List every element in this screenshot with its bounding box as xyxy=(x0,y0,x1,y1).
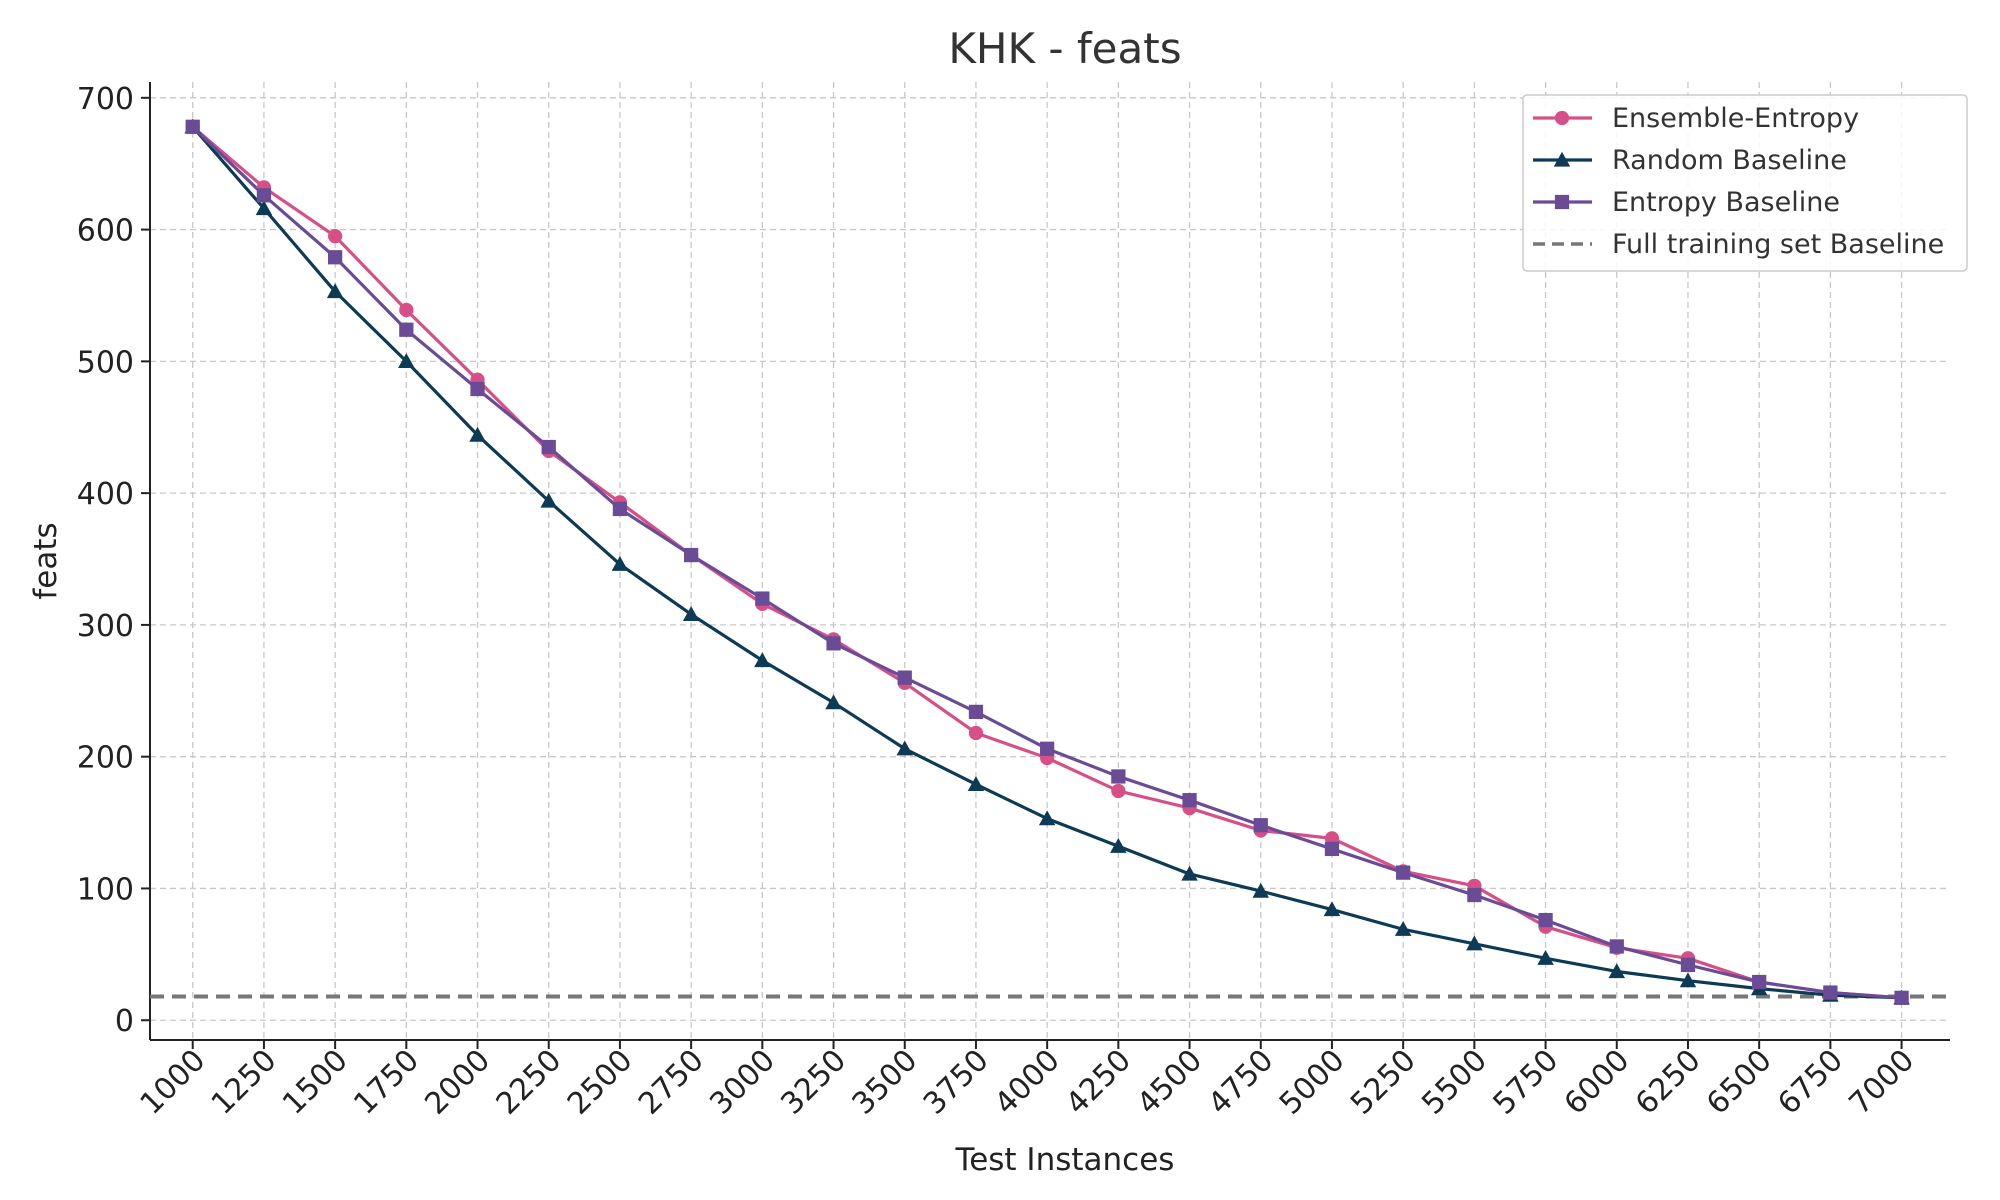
legend-label: Ensemble-Entropy xyxy=(1612,103,1859,134)
data-point-entropy-baseline xyxy=(1680,957,1696,973)
data-point-random-baseline xyxy=(469,426,486,442)
data-point-entropy-baseline xyxy=(1040,741,1055,756)
x-axis-label: Test Instances xyxy=(955,1142,1175,1178)
data-point-random-baseline xyxy=(1110,838,1127,853)
data-point-random-baseline xyxy=(326,283,344,299)
data-point-random-baseline xyxy=(611,556,629,571)
y-tick-label: 100 xyxy=(77,872,134,907)
data-point-entropy-baseline xyxy=(1823,985,1838,1000)
data-point-entropy-baseline xyxy=(755,591,770,606)
y-tick-label: 0 xyxy=(115,1004,134,1039)
legend-item-random-baseline: Random Baseline xyxy=(1533,145,1847,176)
legend-item-ensemble-entropy: Ensemble-Entropy xyxy=(1533,103,1859,134)
data-point-random-baseline xyxy=(398,353,415,368)
legend-swatch-marker xyxy=(1553,151,1571,167)
data-point-entropy-baseline xyxy=(399,322,414,337)
data-point-random-baseline xyxy=(1394,921,1412,936)
data-point-entropy-baseline xyxy=(185,119,200,134)
data-point-entropy-baseline xyxy=(897,670,912,685)
y-axis-label: feats xyxy=(28,522,64,599)
data-point-random-baseline xyxy=(1537,950,1554,965)
y-tick-label: 500 xyxy=(77,345,134,380)
data-point-entropy-baseline xyxy=(826,636,841,651)
legend-item-entropy-baseline: Entropy Baseline xyxy=(1533,187,1840,218)
series-markers xyxy=(184,118,1910,1005)
data-point-entropy-baseline xyxy=(1253,818,1268,833)
data-point-entropy-baseline xyxy=(256,188,272,203)
data-point-entropy-baseline xyxy=(684,547,699,563)
legend-label: Entropy Baseline xyxy=(1612,187,1840,218)
data-point-entropy-baseline xyxy=(1182,793,1197,808)
legend-swatch-marker xyxy=(1554,194,1570,210)
y-tick-label: 300 xyxy=(77,609,134,644)
y-tick-label: 200 xyxy=(77,741,134,776)
data-point-entropy-baseline xyxy=(1467,887,1482,903)
data-point-random-baseline xyxy=(1181,865,1198,881)
data-point-entropy-baseline xyxy=(1609,939,1624,954)
legend: Ensemble-Entropy Random Baseline Entropy B… xyxy=(1522,94,1968,272)
chart-title: KHK - feats xyxy=(948,24,1181,73)
legend-swatch-marker xyxy=(1554,110,1570,126)
data-point-random-baseline xyxy=(540,492,557,508)
data-point-random-baseline xyxy=(896,740,913,756)
data-point-ensemble-entropy xyxy=(399,302,414,318)
data-point-random-baseline xyxy=(682,606,700,621)
data-point-random-baseline xyxy=(1038,810,1056,826)
data-point-entropy-baseline xyxy=(1396,865,1411,880)
y-tick-label: 600 xyxy=(77,214,134,249)
data-point-random-baseline xyxy=(1466,935,1483,951)
data-point-entropy-baseline xyxy=(1111,769,1126,784)
y-tick-label: 400 xyxy=(77,477,134,512)
data-point-entropy-baseline xyxy=(968,704,984,720)
data-point-entropy-baseline xyxy=(541,439,556,455)
data-point-random-baseline xyxy=(1679,972,1697,988)
data-point-random-baseline xyxy=(1608,963,1626,979)
data-point-random-baseline xyxy=(754,652,771,668)
data-point-ensemble-entropy xyxy=(968,725,984,741)
data-point-entropy-baseline xyxy=(1894,990,1909,1005)
data-point-random-baseline xyxy=(255,200,273,216)
data-point-entropy-baseline xyxy=(470,381,485,397)
data-point-entropy-baseline xyxy=(328,250,343,265)
legend-label: Full training set Baseline xyxy=(1612,229,1944,260)
legend-label: Random Baseline xyxy=(1612,145,1847,176)
data-point-entropy-baseline xyxy=(612,501,628,517)
data-point-entropy-baseline xyxy=(1752,974,1767,990)
data-point-entropy-baseline xyxy=(1324,841,1340,857)
y-tick-label: 700 xyxy=(77,82,134,117)
axes xyxy=(149,82,1950,1041)
legend-box xyxy=(1522,94,1968,272)
data-point-random-baseline xyxy=(1323,901,1341,917)
data-point-random-baseline xyxy=(1252,882,1270,898)
data-point-ensemble-entropy xyxy=(1111,783,1126,799)
legend-item-full-training-set-baseline: Full training set Baseline xyxy=(1533,229,1944,260)
data-point-random-baseline xyxy=(825,694,842,710)
data-point-random-baseline xyxy=(967,776,985,791)
data-point-ensemble-entropy xyxy=(328,229,343,244)
data-point-entropy-baseline xyxy=(1538,912,1553,928)
